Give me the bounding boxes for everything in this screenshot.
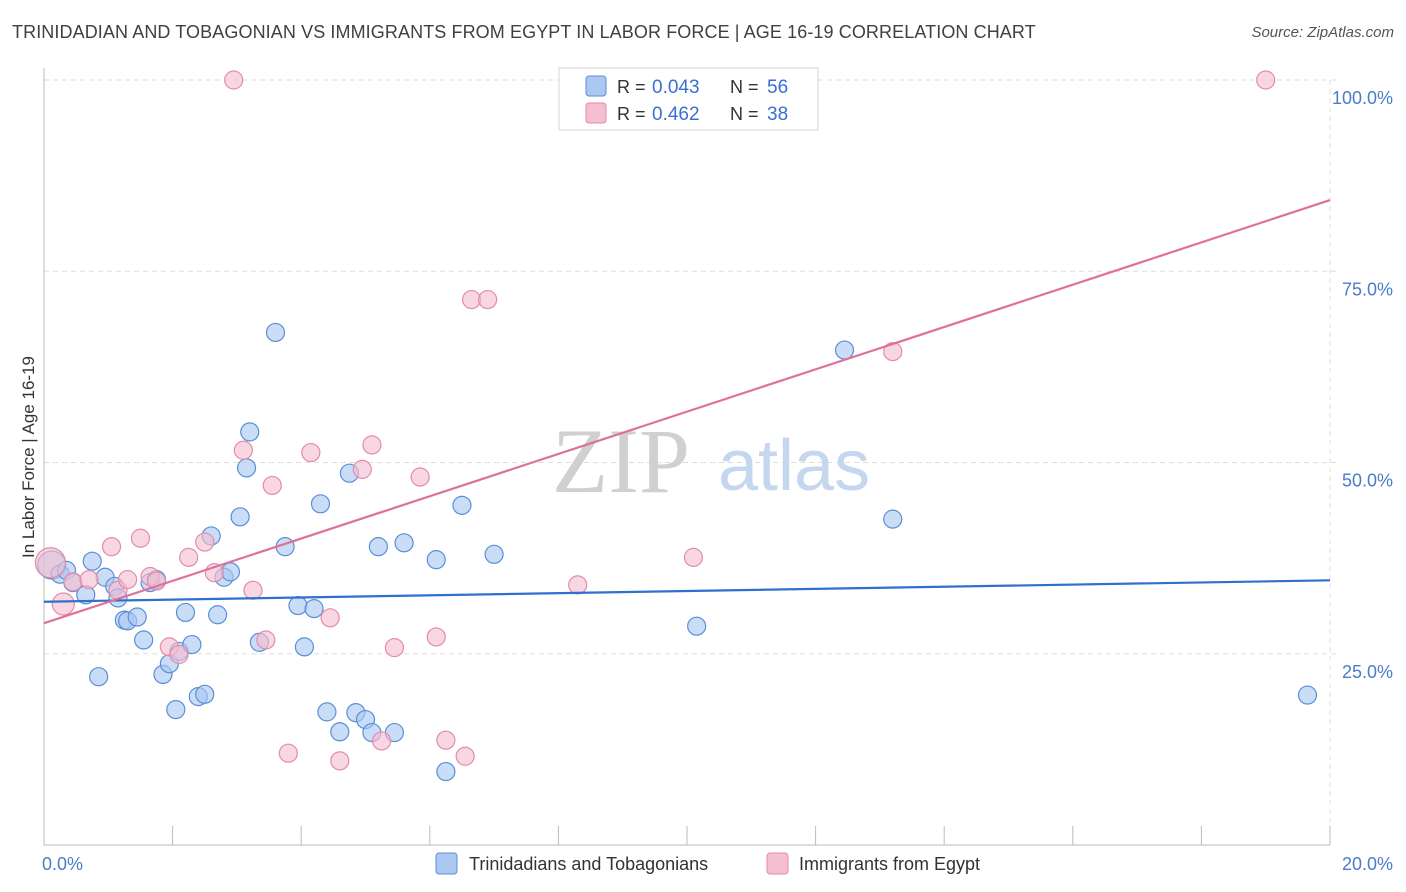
egypt-point	[883, 341, 903, 362]
egypt-point	[130, 528, 151, 548]
egypt-point	[320, 608, 340, 628]
egypt-trend-line	[43, 199, 1331, 625]
egypt-point	[371, 731, 392, 751]
y-tick-label: 100.0%	[1332, 88, 1393, 108]
trinidadians-point	[484, 544, 504, 564]
legend-label-trinidadians: Trinidadians and Tobagonians	[469, 854, 708, 874]
egypt-point	[683, 547, 704, 567]
stats-legend-swatch-pink	[585, 102, 607, 124]
trinidadians-point	[452, 495, 472, 515]
legend-swatch-egypt	[766, 852, 789, 875]
gridlines	[44, 79, 1338, 845]
x-tick-label: 0.0%	[42, 854, 83, 874]
egypt-point	[101, 537, 122, 557]
watermark-zip: ZIP	[552, 410, 690, 512]
egypt-point	[117, 569, 138, 590]
egypt-point	[568, 575, 588, 595]
y-tick-label: 75.0%	[1342, 279, 1393, 299]
series-legend: Trinidadians and Tobagonians Immigrants …	[435, 852, 980, 875]
trinidadians-point	[240, 422, 260, 442]
stats-r-label-pink: R =	[617, 104, 646, 124]
trend-lines	[43, 199, 1331, 625]
egypt-point	[243, 580, 263, 600]
egypt-point	[179, 547, 199, 567]
trinidadians-point	[288, 595, 308, 616]
y-tick-label: 50.0%	[1342, 471, 1393, 491]
trinidadians-point	[175, 602, 196, 623]
egypt-point	[436, 730, 456, 750]
trinidadians-point	[1297, 685, 1318, 705]
stats-n-value-blue: 56	[767, 77, 788, 98]
egypt-point	[34, 547, 67, 579]
egypt-point	[301, 442, 321, 463]
trinidadians-point	[82, 551, 102, 571]
egypt-point	[455, 746, 475, 766]
x-tick-label: 20.0%	[1342, 854, 1393, 874]
tick-labels: 25.0% 50.0% 75.0% 100.0% 0.0% 20.0%	[42, 88, 1393, 874]
egypt-point	[256, 630, 276, 650]
stats-legend: R = 0.043 N = 56 R = 0.462 N = 38	[558, 67, 819, 131]
trinidadians-point	[294, 637, 315, 657]
trinidadians-point	[166, 699, 186, 720]
egypt-point	[262, 475, 282, 496]
stats-r-value-blue: 0.043	[652, 77, 700, 98]
trinidadians-point	[236, 458, 257, 478]
legend-label-egypt: Immigrants from Egypt	[799, 854, 980, 874]
egypt-point	[224, 70, 244, 90]
egypt-point	[352, 459, 372, 479]
trinidadians-point	[426, 550, 446, 570]
legend-swatch-trinidadians	[435, 852, 458, 875]
egypt-point	[51, 592, 75, 616]
trinidadians-point	[208, 605, 228, 625]
egypt-point	[63, 572, 83, 592]
y-tick-label: 25.0%	[1342, 662, 1393, 682]
egypt-point	[362, 435, 382, 455]
trinidadians-point	[127, 607, 147, 627]
trinidadians-point	[220, 562, 241, 582]
egypt-point	[426, 627, 446, 647]
watermark-atlas: atlas	[718, 426, 870, 506]
egypt-point	[1256, 70, 1276, 90]
chart-title: TRINIDADIAN AND TOBAGONIAN VS IMMIGRANTS…	[12, 22, 1036, 42]
egypt-point	[478, 289, 498, 310]
egypt-point	[410, 467, 430, 487]
y-axis-label: In Labor Force | Age 16-19	[19, 356, 38, 558]
stats-n-value-pink: 38	[767, 104, 788, 125]
trinidadians-point	[182, 634, 202, 655]
watermark: ZIP atlas	[552, 410, 870, 512]
trinidadians-point	[134, 630, 154, 650]
egypt-point	[233, 440, 253, 460]
trinidadians-point	[394, 533, 414, 553]
trinidadians-trend-line	[43, 579, 1331, 603]
egypt-point	[384, 638, 405, 658]
trinidadians-point	[304, 599, 324, 619]
trinidadians-point	[330, 722, 350, 742]
trinidadians-point	[230, 507, 250, 527]
axes	[43, 68, 1331, 846]
trinidadians-point	[368, 537, 388, 557]
trinidadians-point	[687, 616, 707, 636]
egypt-point	[79, 569, 99, 590]
trinidadians-point	[265, 322, 286, 343]
egypt-point	[330, 751, 350, 771]
trinidadians-point	[883, 509, 903, 529]
trinidadians-point	[89, 667, 109, 687]
trinidadians-point	[195, 684, 215, 704]
trinidadians-point	[317, 702, 337, 722]
stats-r-value-pink: 0.462	[652, 104, 700, 125]
egypt-point	[169, 644, 189, 665]
stats-n-label-blue: N =	[730, 77, 759, 97]
stats-legend-swatch-blue	[585, 75, 607, 97]
egypt-point	[461, 289, 482, 310]
source-label: Source: ZipAtlas.com	[1251, 24, 1394, 41]
egypt-point	[195, 532, 215, 552]
trinidadians-point	[436, 761, 456, 782]
stats-r-label-blue: R =	[617, 77, 646, 97]
stats-n-label-pink: N =	[730, 104, 759, 124]
trinidadians-point	[834, 340, 855, 360]
egypt-point	[278, 743, 298, 763]
trinidadians-point	[310, 494, 331, 514]
